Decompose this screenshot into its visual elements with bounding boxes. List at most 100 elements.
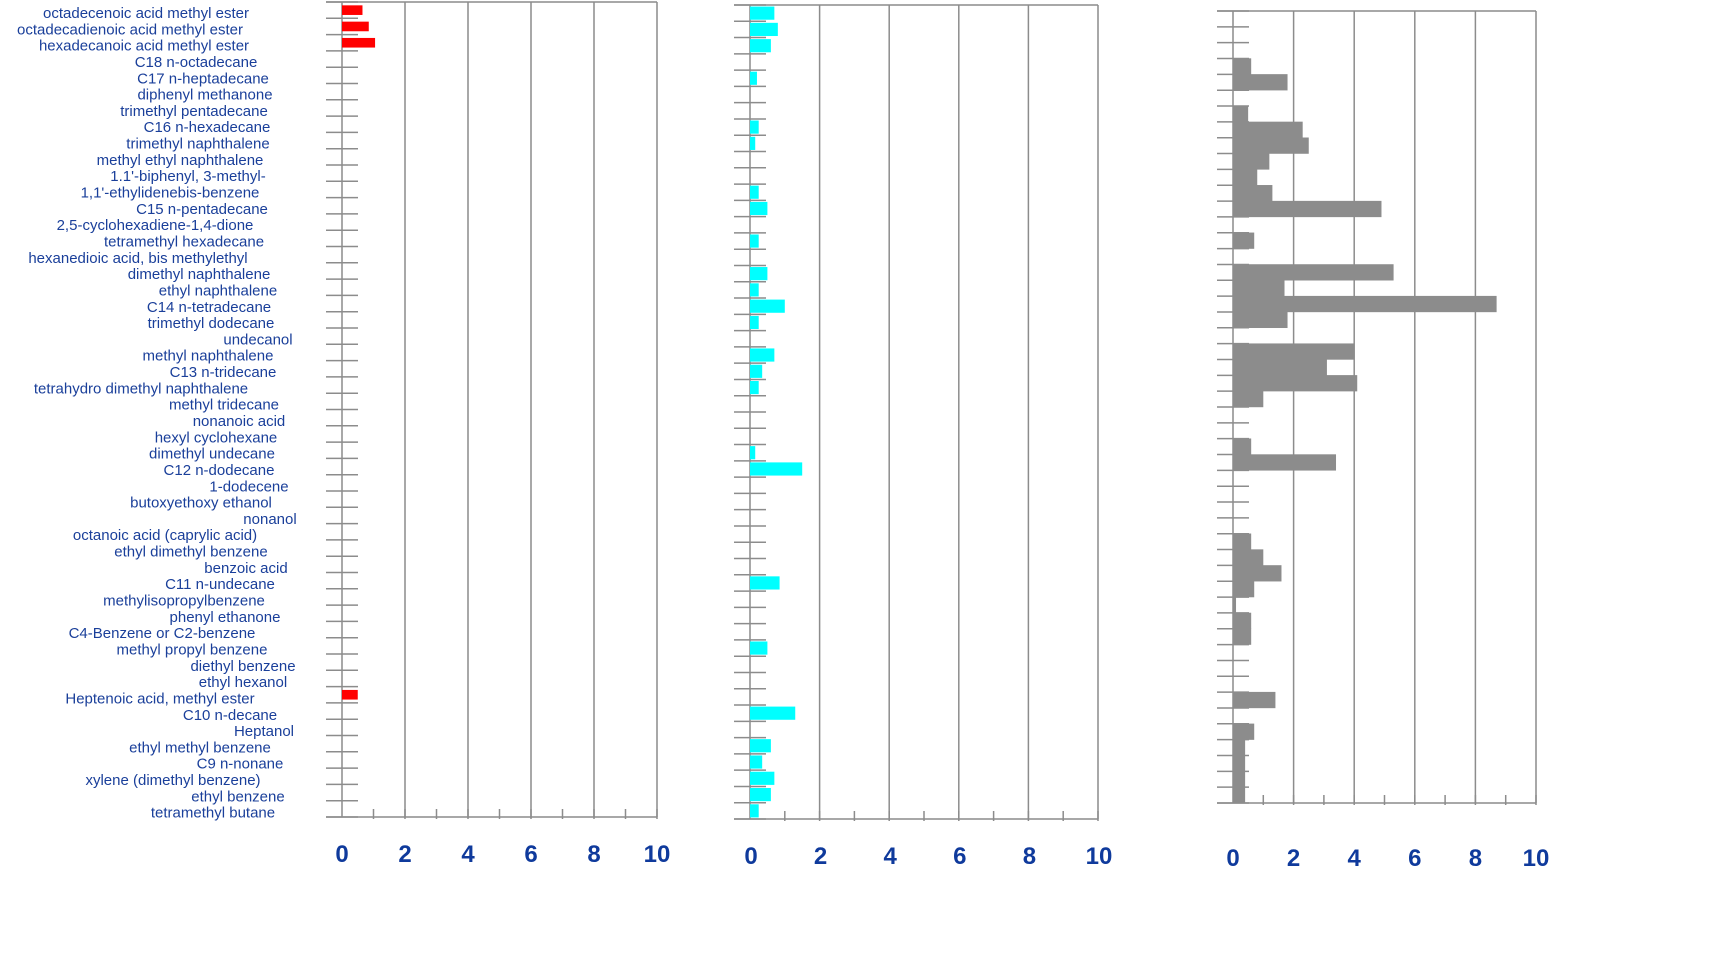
bar xyxy=(1233,264,1394,281)
bar xyxy=(1233,771,1246,788)
bar xyxy=(750,6,775,20)
bar xyxy=(1233,533,1252,550)
bar xyxy=(750,771,775,785)
bar xyxy=(1233,739,1246,756)
bar xyxy=(1233,786,1246,804)
category-label: diphenyl methanone xyxy=(137,87,272,104)
bar xyxy=(750,201,768,216)
category-labels: octadecenoic acid methyl esteroctadecadi… xyxy=(17,5,297,822)
category-label: trimethyl pentadecane xyxy=(120,103,268,120)
x-tick-label: 2 xyxy=(398,841,411,868)
category-label: xylene (dimethyl benzene) xyxy=(85,772,260,789)
bar xyxy=(1233,549,1264,566)
panel-3: 0 2 4 6 8 10 xyxy=(1217,10,1550,872)
bar xyxy=(750,185,759,199)
category-label: undecanol xyxy=(223,331,292,348)
bar xyxy=(1233,438,1252,455)
bar xyxy=(750,739,771,753)
category-label: octanoic acid (caprylic acid) xyxy=(73,527,257,544)
x-tick-label: 0 xyxy=(744,843,757,870)
x-tick-label: 10 xyxy=(644,841,671,868)
category-label: tetramethyl butane xyxy=(151,805,275,822)
x-tick-label: 10 xyxy=(1086,843,1113,870)
bar xyxy=(1233,74,1288,91)
bar xyxy=(750,380,759,395)
bar xyxy=(342,37,376,48)
bar xyxy=(1233,185,1273,202)
bar xyxy=(1233,359,1327,376)
category-label: ethyl dimethyl benzene xyxy=(114,544,267,561)
bar xyxy=(1233,169,1258,186)
bar xyxy=(750,39,771,53)
category-label: tetrahydro dimethyl naphthalene xyxy=(34,380,248,397)
bar xyxy=(1233,565,1282,582)
bar xyxy=(750,299,785,313)
bar xyxy=(1233,691,1276,709)
bar xyxy=(750,364,763,378)
x-tick-label: 4 xyxy=(461,841,475,868)
category-label: C15 n-pentadecane xyxy=(136,201,268,218)
x-tick-label: 4 xyxy=(1348,845,1362,872)
category-label: ethyl benzene xyxy=(191,788,284,805)
category-label: C16 n-hexadecane xyxy=(144,119,271,136)
category-label: octadecadienoic acid methyl ester xyxy=(17,21,243,38)
bar xyxy=(1233,121,1303,138)
bar xyxy=(1233,295,1497,313)
category-label: hexanedioic acid, bis methylethyl xyxy=(28,250,247,267)
category-label: C9 n-nonane xyxy=(197,756,284,773)
panel-1: 0 2 4 6 8 10 xyxy=(326,1,671,868)
bar xyxy=(1233,581,1255,598)
bar xyxy=(1233,723,1255,740)
category-label: 1-dodecene xyxy=(209,478,288,495)
bar xyxy=(1233,153,1270,170)
bar xyxy=(750,755,763,769)
bar xyxy=(342,689,358,700)
category-label: Heptanol xyxy=(234,723,294,740)
x-tick-label: 6 xyxy=(524,841,537,868)
bar xyxy=(750,315,759,330)
bar xyxy=(1233,200,1382,218)
category-label: hexyl cyclohexane xyxy=(155,429,278,446)
bar xyxy=(342,21,369,32)
x-tick-label: 4 xyxy=(884,843,898,870)
x-tick-label: 8 xyxy=(587,841,600,868)
category-label: methyl propyl benzene xyxy=(117,642,268,659)
category-label: C13 n-tridecane xyxy=(170,364,277,381)
category-label: 1,1'-ethylidenebis-benzene xyxy=(81,185,260,202)
bar xyxy=(1233,280,1285,297)
panel-2: 0 2 4 6 8 10 xyxy=(734,4,1113,870)
bar xyxy=(750,446,756,460)
category-label: butoxyethoxy ethanol xyxy=(130,495,272,512)
bar xyxy=(750,641,768,655)
bar xyxy=(750,804,759,818)
bar xyxy=(1233,628,1252,645)
category-label: 2,5-cyclohexadiene-1,4-dione xyxy=(57,217,254,234)
category-label: methyl ethyl naphthalene xyxy=(97,152,264,169)
category-label: methyl naphthalene xyxy=(143,348,274,365)
bar xyxy=(750,462,803,476)
bar xyxy=(750,267,768,281)
category-label: 1.1'-biphenyl, 3-methyl- xyxy=(110,168,265,185)
category-label: ethyl naphthalene xyxy=(159,282,277,299)
bar xyxy=(750,706,796,720)
x-tick-label: 2 xyxy=(1287,845,1300,872)
bar xyxy=(750,283,759,297)
bar xyxy=(1233,375,1358,392)
bar xyxy=(1233,137,1309,154)
bar xyxy=(1233,390,1264,408)
category-label: dimethyl naphthalene xyxy=(128,266,271,283)
category-label: C11 n-undecane xyxy=(165,576,275,593)
category-label: C18 n-octadecane xyxy=(135,54,258,71)
category-label: C17 n-heptadecane xyxy=(137,70,269,87)
x-tick-label: 10 xyxy=(1523,845,1550,872)
bar xyxy=(1233,343,1355,360)
x-tick-label: 6 xyxy=(953,843,966,870)
x-tick-label: 8 xyxy=(1023,843,1036,870)
category-label: methylisopropylbenzene xyxy=(103,593,265,610)
category-label: methyl tridecane xyxy=(169,397,279,414)
category-label: Heptenoic acid, methyl ester xyxy=(65,690,254,707)
bar xyxy=(1233,105,1249,123)
category-label: dimethyl undecane xyxy=(149,446,275,463)
category-label: phenyl ethanone xyxy=(170,609,281,626)
